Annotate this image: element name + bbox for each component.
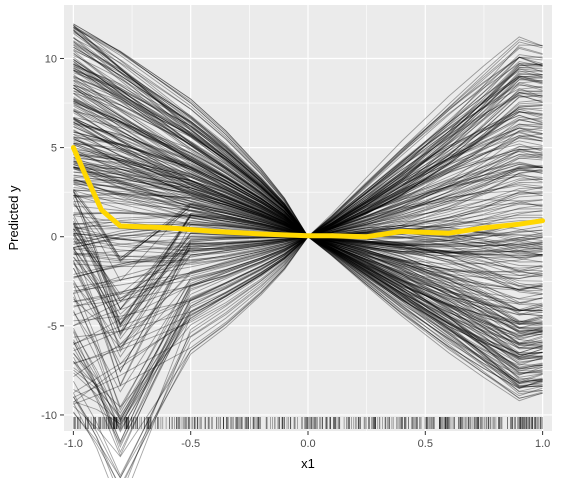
- x-tick-label: 0.5: [418, 438, 433, 450]
- y-tick-label: 0: [51, 232, 57, 244]
- y-tick-label: 5: [51, 143, 57, 155]
- major-gridlines: [64, 5, 552, 431]
- x-tick-label: -0.5: [181, 438, 200, 450]
- pdp-line: [70, 145, 546, 240]
- y-axis-title: Predicted y: [6, 185, 21, 251]
- x-tick-label: 1.0: [535, 438, 550, 450]
- y-tick-label: -10: [41, 410, 57, 422]
- y-axis: -10 -5 0 5 10: [41, 53, 64, 422]
- x-tick-label: 0.0: [300, 438, 315, 450]
- rug-marks: [73, 417, 543, 429]
- x-axis-title: x1: [301, 456, 315, 471]
- x-axis: -1.0 -0.5 0.0 0.5 1.0: [64, 431, 550, 450]
- y-tick-label: 10: [45, 53, 57, 65]
- x-tick-label: -1.0: [64, 438, 83, 450]
- y-tick-label: -5: [47, 321, 57, 333]
- pdp-line-group: [70, 145, 546, 240]
